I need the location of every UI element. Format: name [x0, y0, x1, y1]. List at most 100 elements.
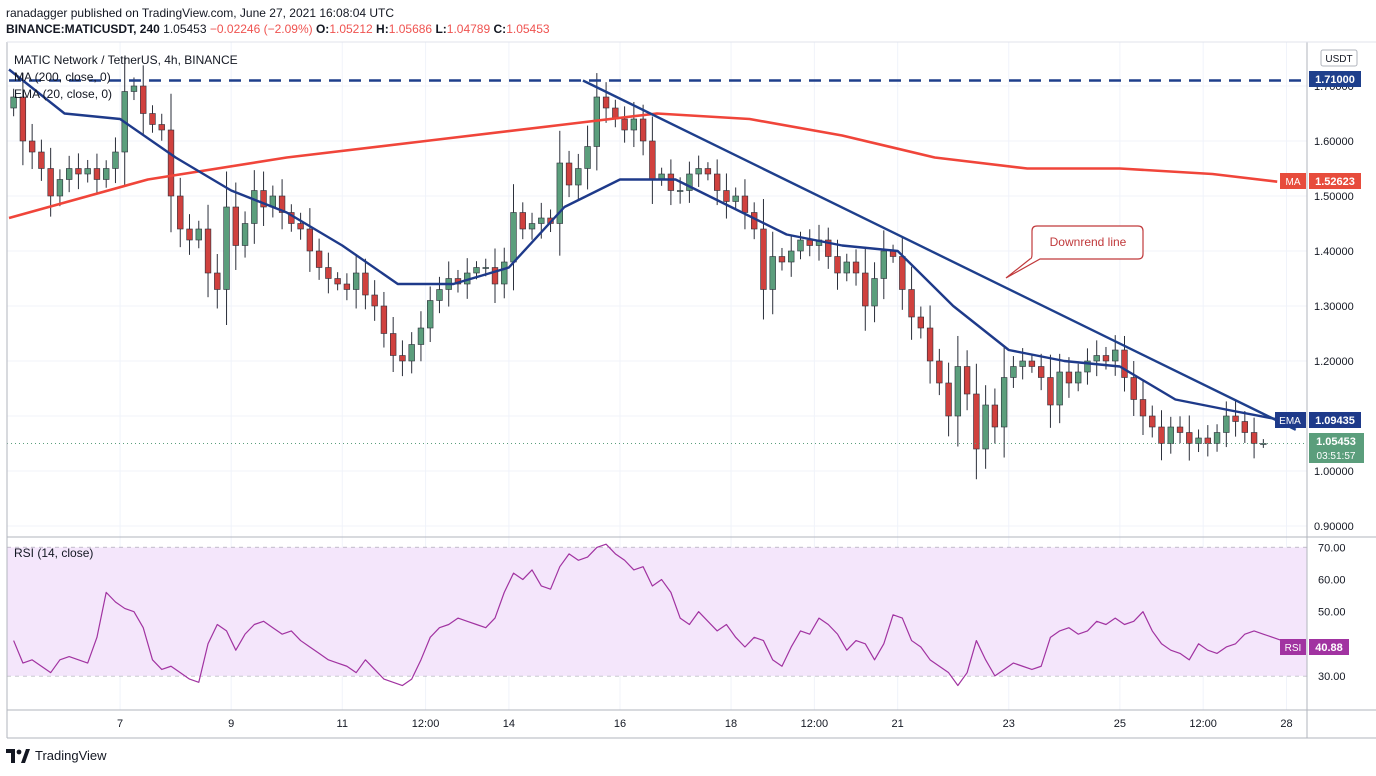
candle	[926, 305, 934, 384]
candle	[1186, 415, 1193, 461]
ema-legend[interactable]: EMA (20, close, 0)	[14, 87, 112, 101]
candle	[56, 169, 64, 207]
candle-body	[1038, 366, 1045, 378]
time-tick-label: 12:00	[801, 718, 829, 730]
candle-body	[56, 179, 64, 197]
candle	[806, 229, 813, 257]
rsi-tick-label: 30.00	[1318, 671, 1346, 683]
candle-body	[140, 85, 147, 114]
candle	[28, 123, 36, 170]
candle	[75, 153, 82, 190]
candle	[880, 230, 887, 300]
candle-body	[103, 168, 110, 180]
ma-badge-value: 1.52623	[1315, 176, 1355, 188]
ma-legend[interactable]: MA (200, close, 0)	[14, 70, 111, 84]
candle-body	[10, 96, 17, 109]
price-tick-label: 1.40000	[1314, 246, 1354, 258]
candle-body	[501, 261, 508, 285]
rsi-band	[7, 547, 1307, 676]
candle-body	[1204, 437, 1211, 444]
candle	[1195, 429, 1202, 453]
candle-body	[278, 195, 286, 213]
candle-body	[760, 228, 767, 290]
candle-body	[306, 228, 314, 252]
candle-body	[991, 404, 999, 428]
candle	[686, 161, 693, 203]
callout-text: Downrend line	[1050, 235, 1127, 249]
candle-body	[214, 272, 221, 290]
candle	[723, 173, 730, 219]
candle	[714, 159, 721, 206]
candle-body	[621, 118, 628, 131]
candle	[343, 273, 351, 301]
candle-body	[315, 250, 323, 268]
candle	[1139, 380, 1147, 435]
candle	[1241, 411, 1248, 443]
price-tick-label: 1.20000	[1314, 356, 1354, 368]
time-tick-label: 7	[117, 718, 123, 730]
price-tick-label: 1.60000	[1314, 136, 1354, 148]
candle-body	[1019, 360, 1026, 367]
candle	[177, 177, 184, 248]
candle	[158, 113, 165, 141]
candle-body	[223, 206, 230, 290]
candle	[649, 116, 656, 204]
candle-body	[93, 168, 101, 180]
candle-body	[204, 228, 212, 274]
candle-body	[1139, 399, 1147, 417]
candle-body	[834, 256, 841, 274]
candle-body	[788, 250, 795, 263]
candle-body	[1158, 426, 1165, 444]
currency-label: USDT	[1325, 54, 1352, 65]
symbol-label[interactable]: BINANCE:MATICUSDT, 240	[6, 22, 160, 36]
candle-body	[130, 85, 138, 92]
footer-brand[interactable]: TradingView	[6, 748, 107, 763]
candle-body	[1167, 426, 1174, 444]
candle	[908, 266, 915, 340]
candle-body	[806, 239, 813, 246]
candle	[19, 72, 27, 166]
ma-badge-label: MA	[1286, 177, 1301, 188]
rsi-tick-label: 70.00	[1318, 542, 1346, 554]
time-tick-label: 21	[892, 718, 904, 730]
candle	[66, 155, 73, 193]
time-tick-label: 12:00	[1189, 718, 1217, 730]
candle	[38, 139, 45, 181]
downtrend-callout[interactable]: Downrend line	[1005, 225, 1144, 279]
candle-body	[158, 124, 165, 131]
candle	[510, 184, 517, 291]
candle	[815, 224, 823, 261]
candle-body	[1149, 415, 1156, 428]
candle-body	[47, 168, 54, 197]
candle-body	[704, 168, 712, 175]
candle-body	[1223, 415, 1230, 433]
candle	[334, 272, 341, 291]
candle	[584, 125, 591, 190]
candle-body	[926, 327, 934, 362]
candle	[778, 247, 786, 271]
rsi-legend[interactable]: RSI (14, close)	[14, 546, 93, 560]
candle	[260, 171, 267, 226]
candle	[417, 311, 425, 362]
candle-body	[538, 217, 545, 224]
candle	[1010, 356, 1017, 388]
candle-body	[732, 195, 739, 202]
candle-body	[936, 360, 943, 384]
candle	[269, 185, 276, 218]
candle-body	[1102, 355, 1110, 362]
candle-body	[676, 190, 684, 192]
candle-body	[362, 272, 369, 296]
candle	[528, 212, 536, 240]
currency-box[interactable]	[1320, 49, 1358, 67]
candle	[732, 187, 739, 211]
high-label: H:	[376, 22, 389, 36]
candle-body	[871, 278, 878, 307]
rsi-badge-label: RSI	[1285, 643, 1302, 654]
candle-body	[38, 151, 45, 169]
candle	[232, 182, 239, 270]
candle	[1176, 416, 1184, 444]
candle	[1232, 400, 1239, 437]
candle	[1047, 354, 1054, 428]
candle	[862, 248, 869, 331]
